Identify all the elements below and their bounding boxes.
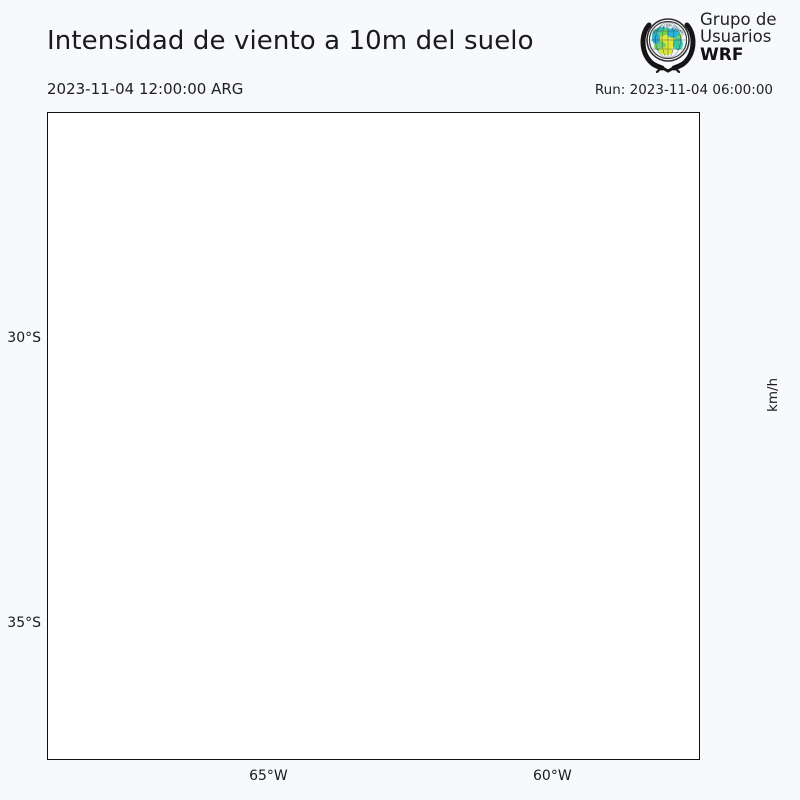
lat-tick-label-35s: 35°S (7, 614, 41, 631)
logo-line-3: WRF (700, 44, 744, 65)
organization-logo: GRUPO DE USUARIOS WRF Grupo de Usuarios … (637, 11, 795, 73)
model-run-label: Run: 2023-11-04 06:00:00 (594, 82, 773, 98)
wrf-user-group-seal-icon: GRUPO DE USUARIOS WRF (637, 11, 696, 73)
colorbar[interactable] (706, 118, 796, 763)
lon-tick-label-65w: 65°W (249, 768, 288, 784)
colorbar-unit-label: km/h (765, 377, 781, 412)
lat-tick-label-30s: 30°S (7, 330, 41, 347)
page-title: Intensidad de viento a 10m del suelo (47, 26, 534, 56)
wind-speed-contour-map (48, 113, 699, 759)
map-plot-area[interactable] (47, 112, 700, 760)
valid-time-label: 2023-11-04 12:00:00 ARG (47, 80, 244, 98)
lon-tick-label-60w: 60°W (533, 768, 572, 784)
colorbar-gradient (706, 118, 796, 763)
logo-line-2: Usuarios (700, 26, 772, 46)
logo-line-1: Grupo de (700, 10, 777, 29)
